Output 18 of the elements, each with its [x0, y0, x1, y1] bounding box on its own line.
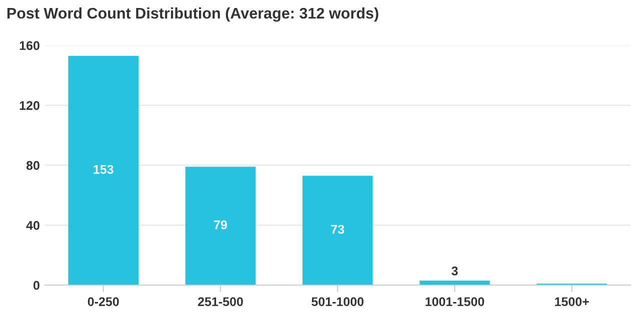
- chart-title: Post Word Count Distribution (Average: 312 words): [7, 7, 378, 22]
- y-tick-label: 120: [20, 101, 40, 110]
- y-tick-label: 160: [20, 41, 40, 50]
- bar: [302, 176, 373, 286]
- x-tick-label: 0-250: [88, 297, 119, 306]
- data-label: 153: [94, 164, 114, 174]
- bar: [185, 166, 256, 286]
- y-tick-label: 0: [33, 280, 40, 290]
- data-label: 3: [452, 266, 458, 276]
- data-label: 79: [214, 220, 227, 230]
- y-tick-label: 80: [26, 161, 40, 170]
- x-tick-label: 1001-1500: [426, 297, 484, 306]
- data-label: 73: [331, 224, 344, 234]
- x-tick-label: 251-500: [198, 297, 243, 306]
- x-tick-label: 501-1000: [312, 297, 364, 306]
- x-tick-label: 1500+: [555, 297, 589, 306]
- bar: [68, 56, 138, 286]
- y-tick-label: 40: [26, 220, 40, 230]
